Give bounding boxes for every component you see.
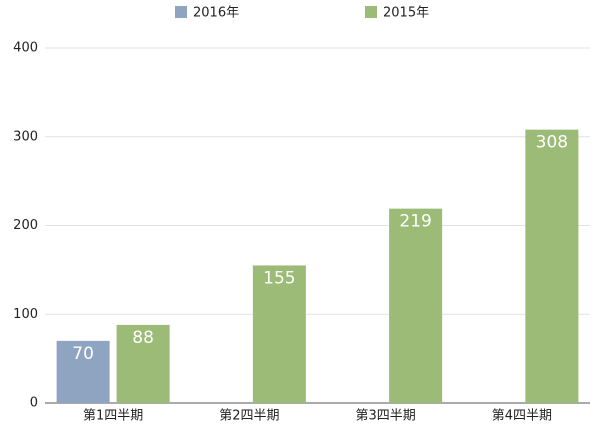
legend-label: 2016年 xyxy=(193,6,239,21)
bar xyxy=(252,265,306,403)
bar xyxy=(116,324,170,403)
y-tick-label: 300 xyxy=(13,129,38,144)
value-label: 88 xyxy=(132,328,154,348)
y-tick-label: 0 xyxy=(30,396,38,411)
value-label: 219 xyxy=(399,212,431,232)
value-label: 308 xyxy=(536,133,568,153)
legend-label: 2015年 xyxy=(383,6,429,21)
bar xyxy=(389,208,443,403)
x-tick-label: 第2四半期 xyxy=(219,409,279,424)
legend-swatch xyxy=(365,6,377,18)
value-label: 70 xyxy=(72,344,94,364)
value-label: 155 xyxy=(263,268,295,288)
bar xyxy=(525,129,579,403)
y-tick-label: 400 xyxy=(13,41,38,56)
x-tick-label: 第3四半期 xyxy=(355,409,415,424)
x-tick-label: 第1四半期 xyxy=(83,409,143,424)
bar xyxy=(56,340,110,403)
y-tick-label: 200 xyxy=(13,218,38,233)
x-tick-label: 第4四半期 xyxy=(492,409,552,424)
legend-swatch xyxy=(175,6,187,18)
y-tick-label: 100 xyxy=(13,307,38,322)
